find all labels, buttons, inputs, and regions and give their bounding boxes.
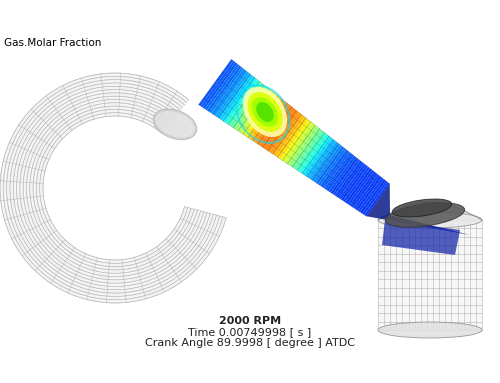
Polygon shape [251, 98, 283, 141]
Polygon shape [284, 123, 314, 163]
Polygon shape [318, 148, 346, 185]
Polygon shape [320, 150, 348, 187]
Polygon shape [247, 95, 279, 138]
Polygon shape [240, 90, 273, 134]
Polygon shape [276, 117, 306, 158]
Polygon shape [207, 65, 242, 112]
Ellipse shape [378, 322, 482, 338]
Polygon shape [366, 184, 470, 235]
Polygon shape [260, 105, 291, 147]
Polygon shape [316, 146, 344, 184]
Polygon shape [270, 112, 300, 154]
Polygon shape [324, 153, 352, 190]
Polygon shape [330, 157, 358, 194]
Polygon shape [291, 128, 320, 167]
Polygon shape [253, 100, 285, 142]
Polygon shape [314, 145, 342, 183]
Polygon shape [328, 156, 356, 193]
Polygon shape [312, 143, 340, 182]
Polygon shape [230, 83, 263, 127]
Polygon shape [299, 134, 328, 173]
Polygon shape [360, 179, 386, 213]
Polygon shape [220, 75, 253, 120]
Polygon shape [335, 160, 362, 197]
Polygon shape [266, 109, 296, 151]
Polygon shape [348, 170, 374, 205]
Polygon shape [280, 120, 310, 160]
Polygon shape [268, 111, 298, 152]
Polygon shape [286, 125, 316, 165]
Ellipse shape [256, 102, 274, 122]
Polygon shape [258, 103, 289, 145]
Text: Crank Angle 89.9998 [ degree ] ATDC: Crank Angle 89.9998 [ degree ] ATDC [145, 338, 355, 348]
Polygon shape [352, 173, 378, 208]
Polygon shape [346, 168, 372, 204]
Polygon shape [339, 164, 366, 200]
Polygon shape [310, 142, 338, 180]
Polygon shape [198, 59, 234, 106]
Polygon shape [302, 136, 330, 174]
Polygon shape [341, 165, 368, 201]
Polygon shape [236, 87, 269, 131]
Polygon shape [255, 101, 287, 144]
Polygon shape [209, 67, 244, 113]
Polygon shape [0, 73, 226, 303]
Polygon shape [272, 114, 302, 155]
Polygon shape [218, 73, 251, 119]
Polygon shape [295, 131, 324, 170]
Polygon shape [232, 84, 265, 128]
Polygon shape [214, 70, 248, 116]
Polygon shape [326, 154, 354, 191]
Ellipse shape [243, 87, 287, 137]
Text: 2000 RPM: 2000 RPM [219, 316, 281, 326]
Polygon shape [244, 93, 277, 137]
Polygon shape [288, 126, 318, 166]
Polygon shape [234, 86, 267, 130]
Ellipse shape [248, 92, 282, 132]
Polygon shape [337, 162, 364, 198]
Polygon shape [306, 139, 334, 177]
Polygon shape [216, 72, 249, 117]
Polygon shape [354, 175, 380, 209]
Polygon shape [382, 220, 460, 255]
Polygon shape [228, 81, 261, 126]
Polygon shape [211, 69, 246, 115]
Text: Time 0.00749998 [ s ]: Time 0.00749998 [ s ] [188, 327, 312, 337]
Polygon shape [249, 97, 281, 139]
Polygon shape [332, 159, 360, 195]
Polygon shape [203, 62, 237, 109]
Ellipse shape [392, 199, 452, 217]
Polygon shape [304, 137, 332, 176]
Text: Gas.Molar Fraction: Gas.Molar Fraction [4, 38, 102, 48]
Polygon shape [378, 220, 482, 330]
Polygon shape [282, 121, 312, 162]
Polygon shape [356, 176, 382, 211]
Polygon shape [242, 92, 275, 135]
Ellipse shape [378, 212, 482, 228]
Polygon shape [205, 64, 240, 110]
Polygon shape [343, 167, 370, 202]
Polygon shape [274, 115, 304, 156]
Polygon shape [358, 178, 384, 212]
Polygon shape [238, 89, 271, 133]
Ellipse shape [154, 109, 197, 140]
Ellipse shape [386, 203, 464, 227]
Ellipse shape [252, 97, 278, 127]
Polygon shape [362, 181, 388, 215]
Polygon shape [350, 171, 376, 206]
Polygon shape [297, 133, 326, 172]
Polygon shape [200, 61, 235, 108]
Polygon shape [264, 108, 294, 149]
Polygon shape [224, 78, 257, 123]
Polygon shape [278, 118, 308, 159]
Polygon shape [222, 77, 255, 121]
Polygon shape [226, 80, 259, 124]
Polygon shape [262, 106, 293, 148]
Polygon shape [364, 182, 390, 216]
Polygon shape [308, 140, 336, 178]
Polygon shape [322, 151, 350, 188]
Polygon shape [293, 129, 322, 169]
